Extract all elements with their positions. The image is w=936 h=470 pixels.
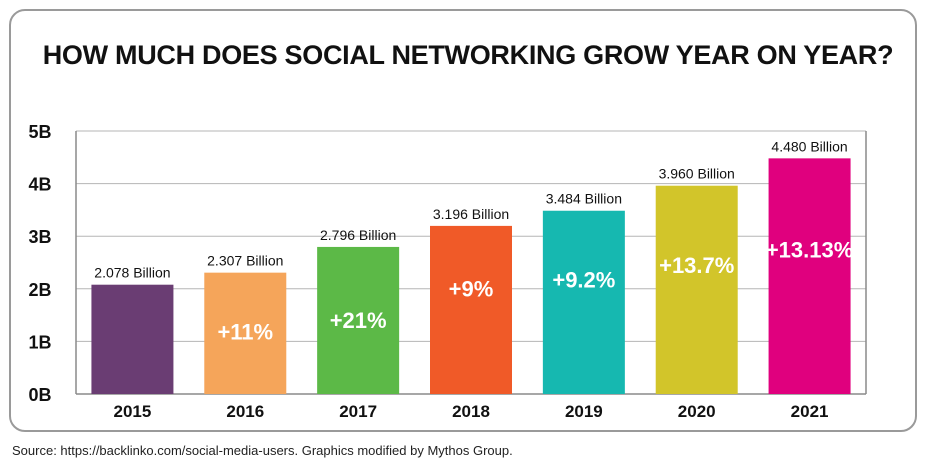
chart-title: HOW MUCH DOES SOCIAL NETWORKING GROW YEA… bbox=[42, 40, 894, 70]
bar bbox=[655, 185, 738, 394]
y-tick-label: 4B bbox=[28, 175, 51, 195]
x-tick-label: 2019 bbox=[565, 402, 603, 421]
bar bbox=[204, 272, 287, 394]
bar bbox=[768, 158, 851, 394]
growth-label: +9% bbox=[449, 276, 494, 301]
value-label: 3.960 Billion bbox=[659, 166, 735, 182]
bar bbox=[317, 246, 400, 394]
growth-label: +9.2% bbox=[552, 268, 615, 293]
x-tick-label: 2021 bbox=[791, 402, 829, 421]
bar bbox=[542, 210, 625, 394]
x-tick-label: 2016 bbox=[226, 402, 264, 421]
value-label: 2.796 Billion bbox=[320, 227, 396, 243]
growth-label: +21% bbox=[330, 308, 387, 333]
value-label: 2.307 Billion bbox=[207, 253, 283, 269]
x-tick-label: 2018 bbox=[452, 402, 490, 421]
y-tick-label: 5B bbox=[28, 122, 51, 142]
x-tick-label: 2020 bbox=[678, 402, 716, 421]
bar bbox=[91, 284, 174, 394]
y-tick-label: 2B bbox=[28, 280, 51, 300]
value-label: 3.196 Billion bbox=[433, 206, 509, 222]
growth-label: +13.13% bbox=[766, 237, 853, 262]
y-tick-label: 1B bbox=[28, 332, 51, 352]
source-note: Source: https://backlinko.com/social-med… bbox=[12, 443, 513, 458]
value-label: 2.078 Billion bbox=[94, 265, 170, 281]
x-tick-label: 2015 bbox=[114, 402, 152, 421]
y-tick-label: 3B bbox=[28, 227, 51, 247]
y-tick-label: 0B bbox=[28, 385, 51, 405]
value-label: 3.484 Billion bbox=[546, 191, 622, 207]
value-label: 4.480 Billion bbox=[771, 138, 847, 154]
x-tick-label: 2017 bbox=[339, 402, 377, 421]
bar bbox=[430, 225, 512, 394]
growth-label: +11% bbox=[217, 319, 273, 344]
growth-label: +13.7% bbox=[659, 253, 734, 278]
